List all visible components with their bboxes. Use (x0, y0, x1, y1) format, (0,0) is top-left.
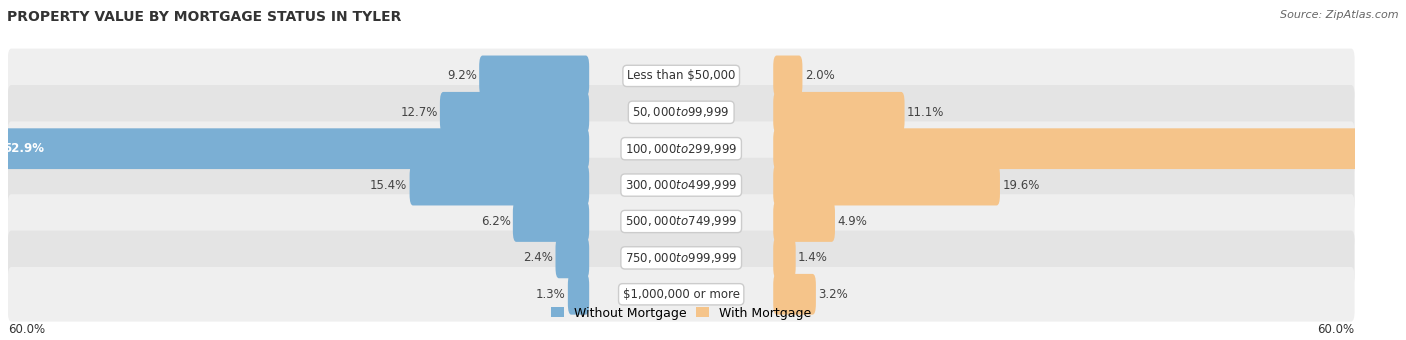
FancyBboxPatch shape (773, 274, 815, 314)
FancyBboxPatch shape (568, 274, 589, 314)
Text: $500,000 to $749,999: $500,000 to $749,999 (626, 215, 737, 228)
Text: 9.2%: 9.2% (447, 69, 477, 82)
FancyBboxPatch shape (773, 55, 803, 96)
Text: 19.6%: 19.6% (1002, 178, 1039, 191)
Text: $50,000 to $99,999: $50,000 to $99,999 (633, 105, 730, 119)
FancyBboxPatch shape (8, 194, 1354, 249)
Text: 60.0%: 60.0% (8, 323, 45, 336)
Text: 1.4%: 1.4% (799, 251, 828, 265)
Text: Source: ZipAtlas.com: Source: ZipAtlas.com (1281, 10, 1399, 20)
Text: 57.7%: 57.7% (1372, 142, 1406, 155)
FancyBboxPatch shape (773, 201, 835, 242)
FancyBboxPatch shape (8, 231, 1354, 285)
FancyBboxPatch shape (8, 85, 1354, 140)
Text: PROPERTY VALUE BY MORTGAGE STATUS IN TYLER: PROPERTY VALUE BY MORTGAGE STATUS IN TYL… (7, 10, 401, 24)
Legend: Without Mortgage, With Mortgage: Without Mortgage, With Mortgage (547, 302, 815, 325)
Text: 4.9%: 4.9% (837, 215, 868, 228)
FancyBboxPatch shape (555, 238, 589, 278)
FancyBboxPatch shape (0, 128, 589, 169)
FancyBboxPatch shape (773, 128, 1406, 169)
FancyBboxPatch shape (773, 165, 1000, 205)
FancyBboxPatch shape (409, 165, 589, 205)
FancyBboxPatch shape (773, 238, 796, 278)
Text: 2.0%: 2.0% (804, 69, 834, 82)
FancyBboxPatch shape (440, 92, 589, 133)
Text: 11.1%: 11.1% (907, 106, 945, 119)
Text: 2.4%: 2.4% (523, 251, 553, 265)
FancyBboxPatch shape (773, 92, 904, 133)
Text: 6.2%: 6.2% (481, 215, 510, 228)
FancyBboxPatch shape (8, 121, 1354, 176)
Text: $750,000 to $999,999: $750,000 to $999,999 (626, 251, 737, 265)
Text: Less than $50,000: Less than $50,000 (627, 69, 735, 82)
Text: $1,000,000 or more: $1,000,000 or more (623, 288, 740, 301)
Text: 12.7%: 12.7% (401, 106, 437, 119)
Text: 15.4%: 15.4% (370, 178, 408, 191)
FancyBboxPatch shape (8, 267, 1354, 322)
FancyBboxPatch shape (513, 201, 589, 242)
Text: 60.0%: 60.0% (1317, 323, 1354, 336)
Text: 3.2%: 3.2% (818, 288, 848, 301)
FancyBboxPatch shape (479, 55, 589, 96)
FancyBboxPatch shape (8, 49, 1354, 103)
Text: 1.3%: 1.3% (536, 288, 565, 301)
Text: $300,000 to $499,999: $300,000 to $499,999 (626, 178, 737, 192)
Text: 52.9%: 52.9% (3, 142, 45, 155)
Text: $100,000 to $299,999: $100,000 to $299,999 (626, 142, 737, 156)
FancyBboxPatch shape (8, 158, 1354, 212)
